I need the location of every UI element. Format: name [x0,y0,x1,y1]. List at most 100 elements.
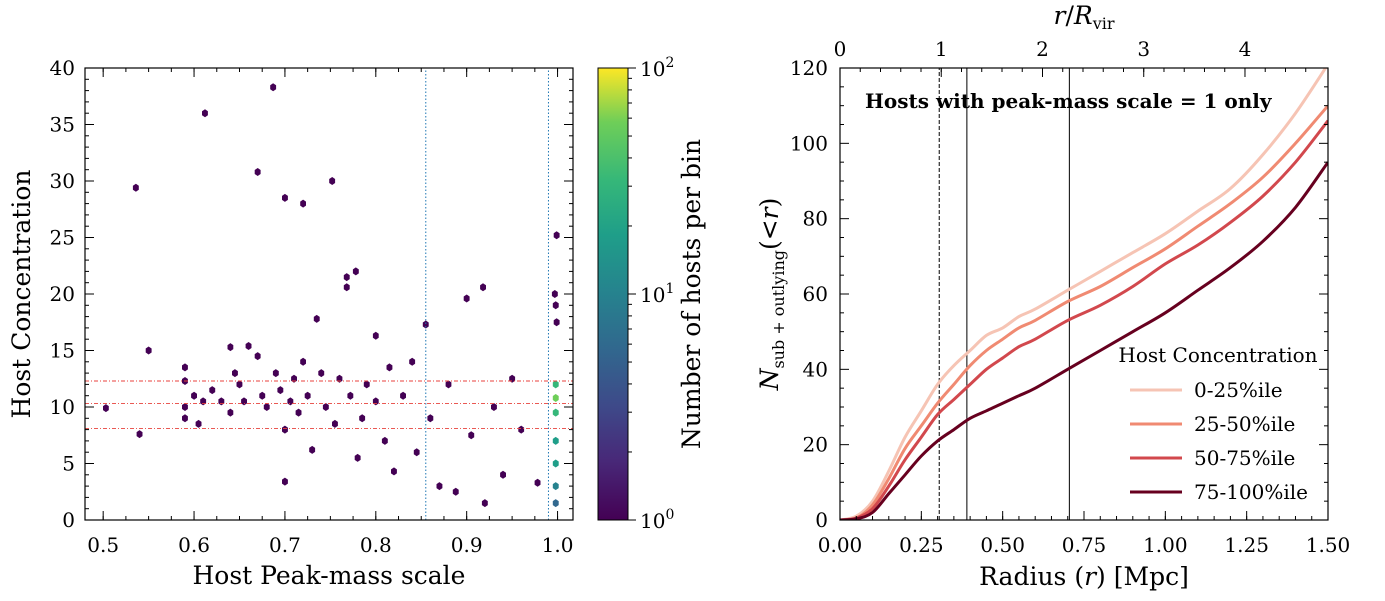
left-ticks: 0.5 0.6 0.7 0.8 0.9 1.0 0 5 10 15 20 25 30 35 40 [50,56,574,557]
hex-bin [553,318,560,327]
x-tick-label: 0.7 [269,533,301,557]
hex-bin [468,431,475,440]
x-tick-label: 1.50 [1306,533,1351,557]
series-line [840,161,1328,520]
hex-bin [329,177,336,185]
hex-bin [386,363,393,372]
hex-bin [136,430,143,439]
x-tick-label: 0.75 [1062,533,1107,557]
y-tick-label: 20 [50,282,75,306]
hex-bin [480,283,486,292]
hex-bin [309,445,316,454]
hex-bin [463,294,470,303]
hex-bin [491,403,497,411]
hex-bin [304,391,311,400]
hex-bin [343,273,350,282]
hex-bin [103,404,109,413]
right-xlabel: Radius (r) [Mpc] [979,562,1189,591]
x-tick-label: 0.8 [360,533,392,557]
hex-bin [295,408,302,417]
y-tick-label: 0 [62,508,75,532]
hex-bin [245,342,252,350]
colorbar-label: Number of hosts per bin [677,139,706,449]
y-tick-label: 5 [62,452,75,476]
y-tick-label: 0 [815,508,828,532]
hex-bin [132,183,139,192]
hex-bin [287,397,294,406]
hex-bin [282,425,288,434]
hex-bin [481,499,488,508]
x-tick-label: 0.00 [818,533,863,557]
hex-bin [202,109,208,118]
hex-bin [552,380,559,389]
hex-bin [195,419,202,428]
colorbar-tick-label: 102 [640,55,674,81]
hex-bin [145,346,152,355]
hex-bin [413,448,420,457]
hex-bin [391,467,397,476]
hex-bin [347,391,354,400]
x-tick-label: 0.5 [87,533,119,557]
hex-bin [552,408,559,417]
hex-bin [227,343,234,352]
hex-bin [259,391,266,400]
hex-bin [552,394,559,402]
hex-bin [318,369,325,378]
hex-bin [552,436,559,445]
hex-bin [291,374,297,383]
hex-bin [300,357,306,366]
hex-bin [352,267,359,276]
hex-bin [336,374,343,383]
colorbar: 100 101 102 Number of hosts per bin [597,55,706,533]
legend-label: 75-100%ile [1194,480,1308,504]
y-tick-label: 120 [790,56,828,80]
hex-bin [381,436,388,445]
left-panel: 0.5 0.6 0.7 0.8 0.9 1.0 0 5 10 15 20 25 30 35 40 Host … [7,56,574,590]
x-tick-label: 0.6 [178,533,210,557]
legend-label: 0-25%ile [1194,378,1283,402]
left-xlabel: Host Peak-mass scale [193,561,466,590]
y-tick-label: 30 [50,169,75,193]
hex-bin [452,487,459,496]
hex-bin [209,386,216,395]
colorbar-tick-label: 100 [640,507,674,533]
hex-bin [322,403,329,411]
hex-bin [241,397,247,406]
hex-bin [254,352,261,361]
left-plot-area [85,68,573,520]
top-x-tick-label: 3 [1137,37,1150,61]
top-x-tick-label: 1 [935,37,948,61]
right-ticks: 0.00 0.25 0.50 0.75 1.00 1.25 1.500 1 2 3 40204060… [790,37,1350,557]
hex-bin [500,470,506,479]
hex-bin [427,414,434,423]
x-tick-label: 1.25 [1224,533,1269,557]
colorbar-ticks: 100 101 102 [628,55,674,533]
hex-bin [270,83,277,92]
x-tick-label: 1.00 [1143,533,1188,557]
hex-bin [354,453,361,462]
hex-bin [422,320,429,329]
x-tick-label: 0.9 [451,533,483,557]
y-tick-label: 60 [803,282,828,306]
hex-bin [282,477,288,486]
y-tick-label: 35 [50,113,75,137]
x-tick-label: 1.0 [542,533,574,557]
hex-bin [551,290,558,298]
series-line [840,68,1328,520]
hex-bin [313,314,320,323]
colorbar-tick-label: 101 [640,281,674,307]
x-tick-label: 0.25 [899,533,944,557]
y-tick-label: 10 [50,395,75,419]
y-tick-label: 80 [803,207,828,231]
hex-bin [552,482,559,491]
hex-bin [232,369,238,378]
hex-bin [445,380,452,389]
hex-bin [254,168,261,176]
annotation-text: Hosts with peak-mass scale = 1 only [865,89,1273,113]
hex-bin [552,301,559,310]
series-line [840,104,1328,520]
right-plot-area [840,68,1328,520]
top-x-tick-label: 2 [1036,37,1049,61]
hex-bin [372,397,379,406]
